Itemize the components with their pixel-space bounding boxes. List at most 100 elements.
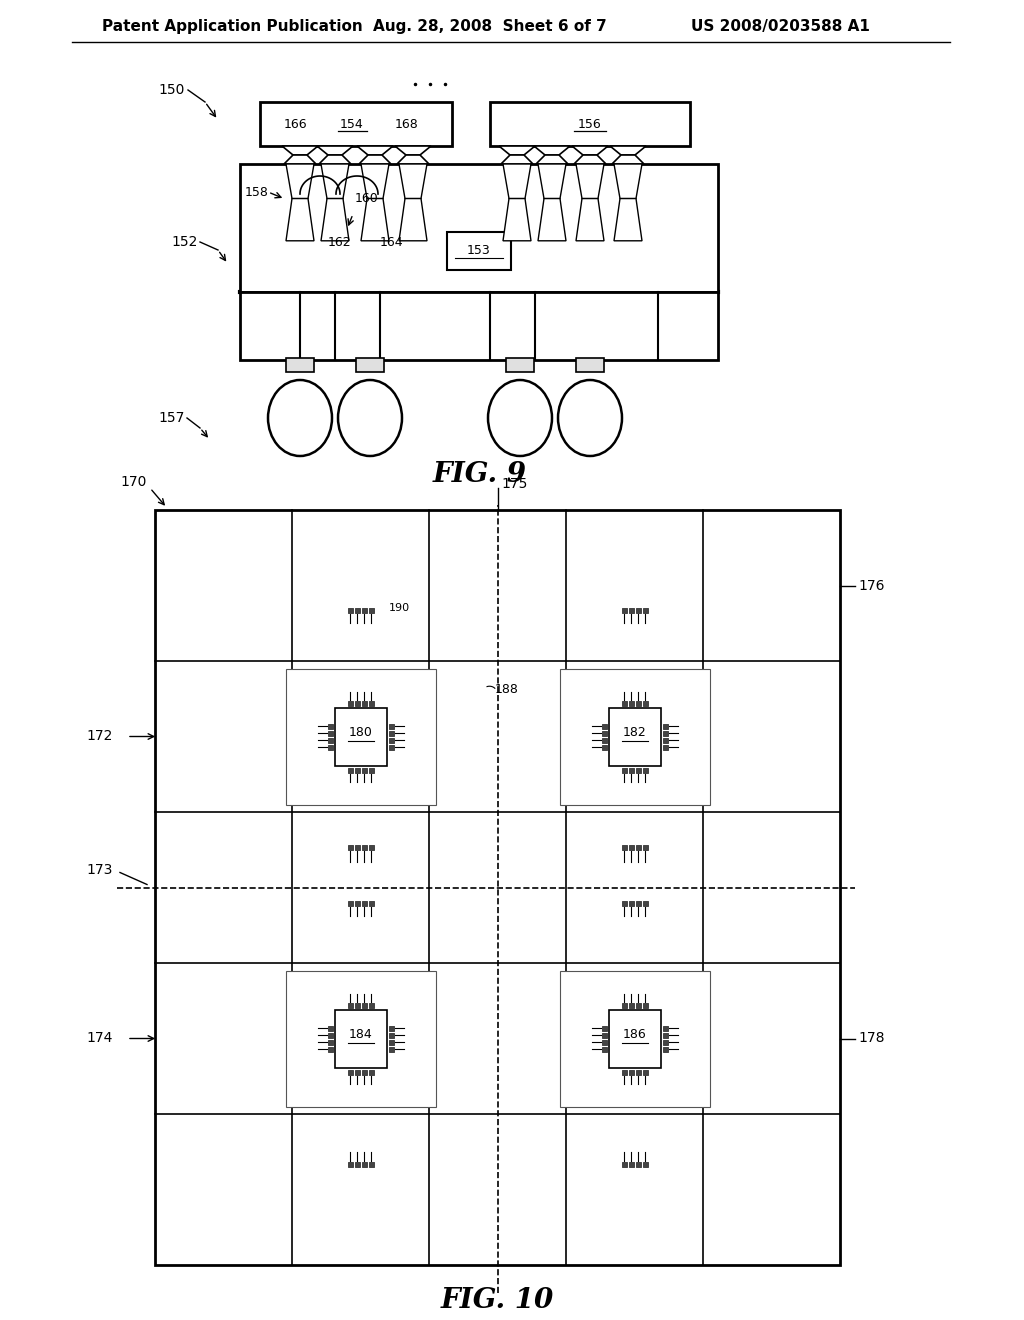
Bar (663, 744, 668, 750)
Bar (601, 744, 606, 750)
Polygon shape (575, 198, 604, 240)
Bar (240, 164, 718, 292)
Text: 173: 173 (87, 862, 113, 876)
Text: 174: 174 (87, 1031, 113, 1045)
Bar (347, 1162, 352, 1167)
Bar (388, 738, 393, 742)
Bar (559, 970, 710, 1106)
Bar (663, 1040, 668, 1044)
Polygon shape (395, 147, 431, 154)
Bar (347, 900, 352, 906)
Bar (347, 701, 352, 705)
Polygon shape (282, 147, 318, 154)
Text: 166: 166 (284, 117, 307, 131)
Text: 156: 156 (579, 117, 602, 131)
Bar (361, 701, 367, 705)
Text: 168: 168 (395, 117, 419, 131)
Bar (629, 845, 634, 850)
Text: 176: 176 (858, 578, 885, 593)
Bar (636, 900, 640, 906)
Bar (369, 1162, 374, 1167)
Polygon shape (572, 147, 608, 154)
Bar (629, 607, 634, 612)
Ellipse shape (338, 380, 402, 455)
Bar (601, 1040, 606, 1044)
Text: 186: 186 (623, 1028, 646, 1041)
Bar (286, 970, 435, 1106)
Text: US 2008/0203588 A1: US 2008/0203588 A1 (690, 20, 869, 34)
Bar (601, 723, 606, 729)
Polygon shape (321, 164, 349, 198)
Text: 175: 175 (502, 477, 528, 491)
Bar (356, 358, 384, 372)
Polygon shape (359, 154, 391, 164)
Bar (347, 1002, 352, 1007)
Polygon shape (614, 164, 642, 198)
Polygon shape (536, 154, 568, 164)
Bar (629, 1162, 634, 1167)
Bar (642, 767, 647, 772)
Bar (642, 1002, 647, 1007)
Text: 152: 152 (172, 235, 198, 249)
Text: Aug. 28, 2008  Sheet 6 of 7: Aug. 28, 2008 Sheet 6 of 7 (373, 20, 607, 34)
Text: 164: 164 (380, 235, 403, 248)
Bar (155, 510, 840, 1265)
Text: 158: 158 (245, 186, 269, 198)
Ellipse shape (558, 380, 622, 455)
Text: 157: 157 (159, 411, 185, 425)
Bar (629, 1002, 634, 1007)
Bar (361, 1069, 367, 1074)
Bar (642, 900, 647, 906)
Bar (354, 701, 359, 705)
Polygon shape (501, 154, 534, 164)
Polygon shape (319, 154, 351, 164)
Bar (622, 900, 627, 906)
Bar (601, 738, 606, 742)
Bar (636, 607, 640, 612)
Bar (328, 723, 333, 729)
Bar (490, 102, 690, 147)
Bar (663, 1047, 668, 1052)
Bar (369, 900, 374, 906)
Polygon shape (399, 164, 427, 198)
Bar (361, 900, 367, 906)
Bar (347, 607, 352, 612)
Bar (447, 232, 511, 271)
Bar (328, 744, 333, 750)
Bar (388, 730, 393, 735)
Bar (601, 1047, 606, 1052)
Polygon shape (503, 198, 531, 240)
Bar (622, 845, 627, 850)
Bar (608, 1010, 660, 1068)
Polygon shape (503, 164, 531, 198)
Polygon shape (574, 154, 606, 164)
Bar (354, 1069, 359, 1074)
Text: 184: 184 (348, 1028, 373, 1041)
Bar (369, 1002, 374, 1007)
Bar (642, 1069, 647, 1074)
Bar (663, 1032, 668, 1038)
Bar (601, 1032, 606, 1038)
Bar (260, 102, 452, 147)
Bar (622, 607, 627, 612)
Bar (335, 708, 386, 766)
Bar (388, 723, 393, 729)
Polygon shape (534, 147, 570, 154)
Bar (636, 845, 640, 850)
Bar (328, 1026, 333, 1031)
Bar (663, 723, 668, 729)
Bar (347, 1069, 352, 1074)
Bar (286, 668, 435, 804)
Polygon shape (357, 147, 393, 154)
Bar (388, 1032, 393, 1038)
Bar (636, 701, 640, 705)
Bar (286, 358, 314, 372)
Bar (354, 1162, 359, 1167)
Bar (354, 607, 359, 612)
Polygon shape (397, 154, 429, 164)
Bar (361, 845, 367, 850)
Polygon shape (286, 198, 314, 240)
Bar (636, 1002, 640, 1007)
Bar (240, 292, 718, 360)
Polygon shape (361, 198, 389, 240)
